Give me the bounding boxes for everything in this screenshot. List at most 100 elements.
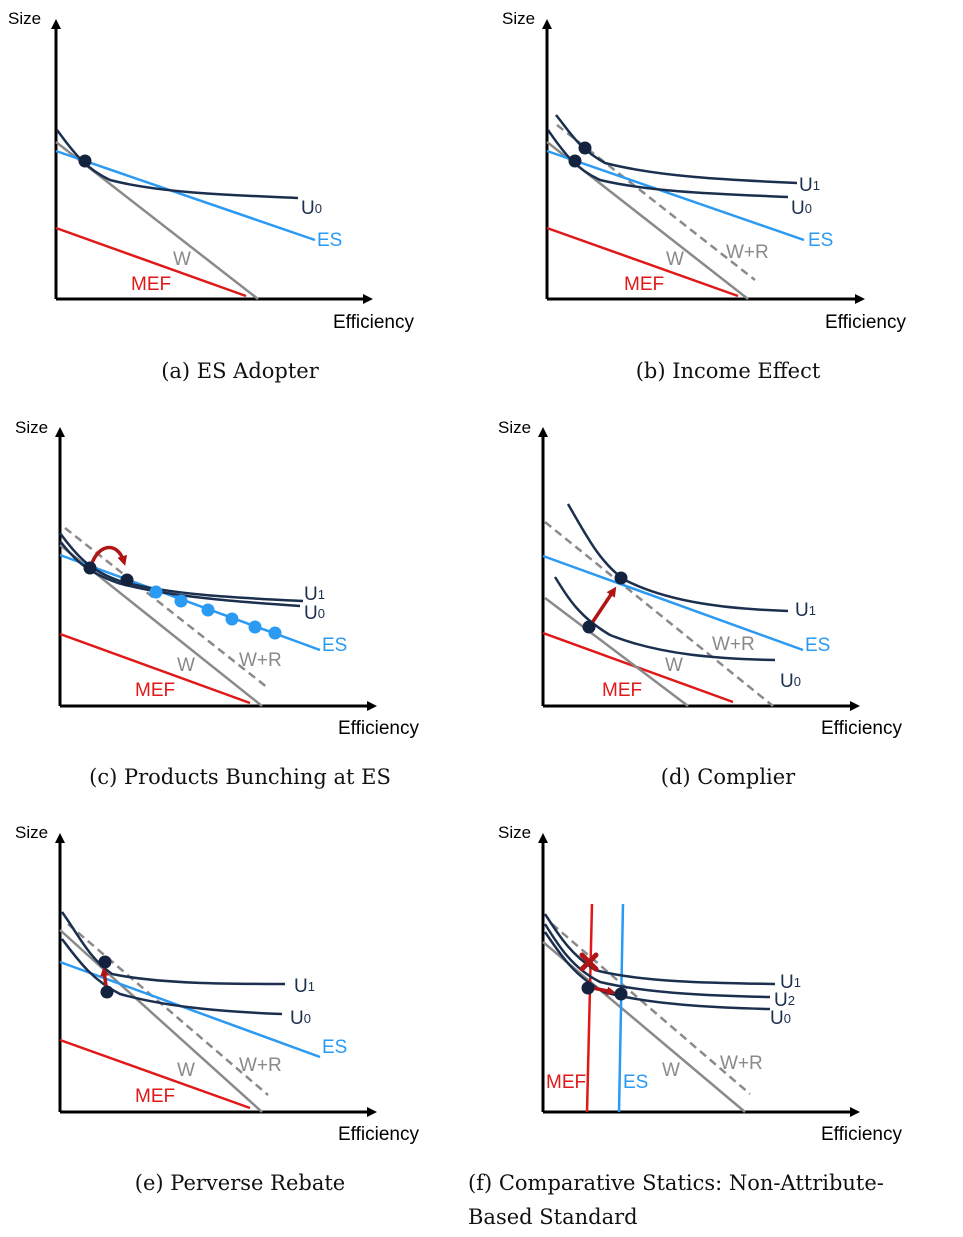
caption-a: (a) ES Adopter [161, 359, 319, 383]
bunching-product-dot [268, 626, 282, 640]
y-axis-label: Size [8, 9, 41, 28]
equilibrium-dot [78, 154, 92, 168]
w-plus-r-label: W+R [726, 242, 769, 263]
w-label: W [662, 1060, 680, 1081]
x-axis-label: Efficiency [333, 312, 414, 333]
es-label: ES [623, 1072, 648, 1093]
u0-curve [61, 938, 283, 1016]
w-plus-r-label: W+R [239, 1055, 282, 1076]
bunching-product-dot [225, 612, 239, 626]
equilibrium-dot-u0 [568, 154, 582, 168]
w-budget-line [544, 597, 689, 707]
x-axis-label: Efficiency [825, 312, 906, 333]
equilibrium-dot-u1 [98, 955, 112, 969]
w-budget-line [542, 941, 746, 1113]
mef-line [55, 226, 247, 298]
mef-label: MEF [131, 274, 171, 295]
shift-arrow [100, 967, 110, 987]
u0-curve [59, 540, 301, 608]
w-label: W [177, 655, 195, 676]
caption-f-line-1: (f) Comparative Statics: Non-Attribute- [468, 1171, 884, 1195]
y-axis-label: Size [502, 9, 535, 28]
equilibrium-dot-u1 [578, 141, 592, 155]
u0-label: U0 [780, 671, 801, 692]
equilibrium-dot-u0 [100, 985, 114, 999]
w-plus-r-line [67, 923, 269, 1096]
es-label: ES [322, 635, 347, 656]
es-line [59, 960, 321, 1059]
u1-label: U1 [780, 972, 801, 993]
panel-e-diagram: Size Efficiency U1 U0 ES W+R W MEF [15, 823, 419, 1145]
equilibrium-dot-u0 [582, 620, 596, 634]
caption-f-line-2: Based Standard [468, 1205, 638, 1229]
panel-f-diagram: Size Efficiency U1 U2 U0 W+R W MEF ES [498, 823, 902, 1145]
panel-b-diagram: Size Efficiency U1 U0 ES W+R W MEF [502, 9, 906, 333]
mef-label: MEF [602, 680, 642, 701]
u0-label: U0 [304, 603, 325, 624]
es-line [55, 149, 316, 242]
u0-curve [553, 576, 776, 662]
mef-label: MEF [546, 1072, 586, 1093]
es-vertical-line [617, 903, 625, 1113]
mef-vertical-line [585, 903, 594, 1113]
shift-arrow [90, 545, 128, 566]
equilibrium-dot [83, 561, 97, 575]
equilibrium-dot-u1 [614, 571, 628, 585]
u1-label: U1 [304, 584, 325, 605]
u1-curve [58, 532, 304, 603]
mef-label: MEF [624, 274, 664, 295]
u1-label: U1 [799, 175, 820, 196]
es-line [546, 149, 805, 242]
x-axis-label: Efficiency [821, 718, 902, 739]
bunching-product-dot [149, 585, 163, 599]
es-label: ES [805, 635, 830, 656]
bunching-product-dot [201, 603, 215, 617]
es-label: ES [808, 230, 833, 251]
w-plus-r-line [64, 527, 269, 689]
u1-curve [555, 114, 798, 185]
u0-curve [546, 129, 789, 199]
u1-label: U1 [294, 976, 315, 997]
u0-label: U0 [791, 198, 812, 219]
panel-a-diagram: Size Efficiency U0 ES W MEF [8, 9, 414, 333]
w-label: W [177, 1060, 195, 1081]
w-plus-r-label: W+R [712, 634, 755, 655]
w-plus-r-line [544, 521, 774, 707]
caption-c: (c) Products Bunching at ES [89, 765, 391, 789]
mef-line [59, 632, 251, 705]
u1-curve [60, 911, 286, 986]
y-axis-label: Size [498, 823, 531, 842]
caption-b: (b) Income Effect [635, 359, 821, 383]
caption-d: (d) Complier [660, 765, 796, 789]
equilibrium-dot-u0 [581, 981, 595, 995]
mef-label: MEF [135, 680, 175, 701]
u1-label: U1 [795, 600, 816, 621]
equilibrium-dot-u2 [614, 987, 628, 1001]
y-axis-label: Size [15, 418, 48, 437]
u0-curve [55, 129, 299, 200]
w-plus-r-label: W+R [720, 1053, 763, 1074]
w-label: W [173, 249, 191, 270]
caption-e: (e) Perverse Rebate [134, 1171, 346, 1195]
bunching-dot [120, 573, 134, 587]
u0-label: U0 [770, 1008, 791, 1029]
y-axis-label: Size [498, 418, 531, 437]
shift-arrow [588, 586, 617, 627]
mef-label: MEF [135, 1086, 175, 1107]
u0-label: U0 [301, 198, 322, 219]
bunching-product-dot [174, 594, 188, 608]
es-line [59, 553, 321, 652]
mef-line [59, 1038, 251, 1110]
u2-label: U2 [774, 990, 795, 1011]
w-label: W [666, 249, 684, 270]
w-label: W [665, 655, 683, 676]
u1-curve [543, 913, 776, 986]
u2-curve [543, 923, 771, 999]
shift-arrow [592, 986, 616, 996]
w-plus-r-line [551, 923, 751, 1095]
u0-label: U0 [290, 1008, 311, 1029]
w-budget-line [59, 929, 263, 1113]
es-label: ES [317, 230, 342, 251]
u1-curve [566, 503, 789, 613]
